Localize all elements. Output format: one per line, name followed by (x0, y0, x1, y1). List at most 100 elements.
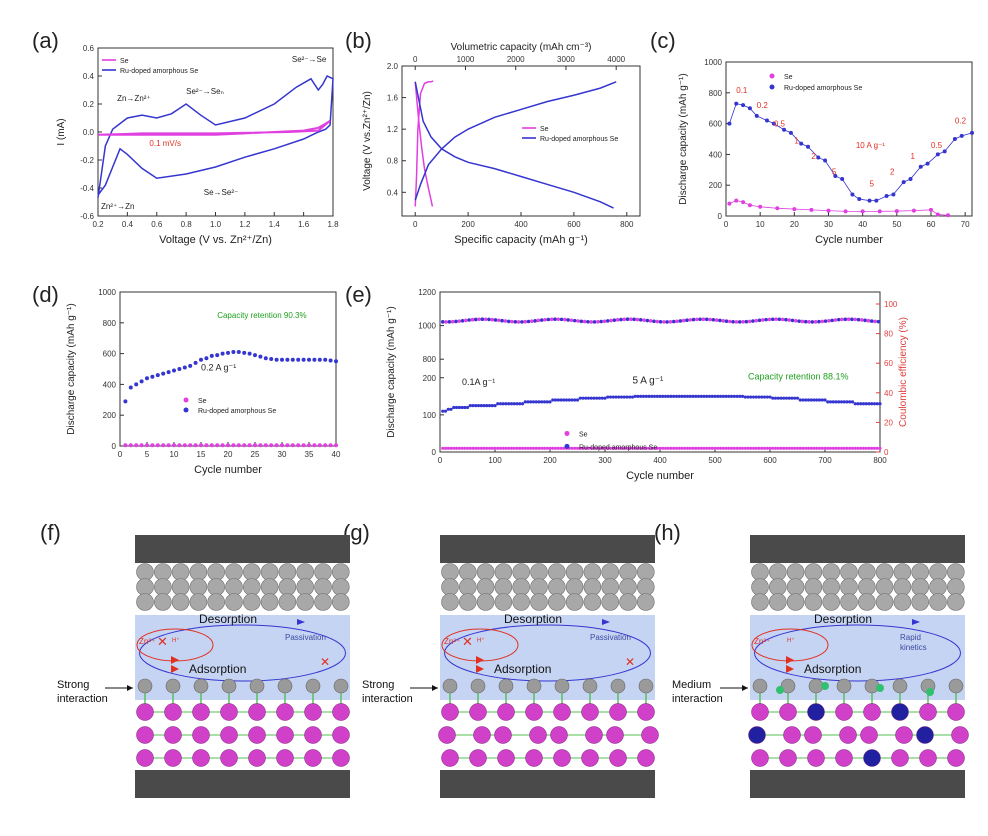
capacity-point-se (674, 446, 679, 450)
capacity-point-se (476, 446, 481, 450)
rate-label: 0.2 (757, 101, 769, 110)
zn-atom-top (786, 593, 805, 611)
x-axis-label: Specific capacity (mAh g⁻¹) (454, 234, 588, 246)
capacity-point-ru (619, 395, 624, 399)
capacity-point-se (449, 446, 453, 450)
capacity-point-ru (694, 394, 698, 398)
surface-atom (638, 678, 654, 694)
capacity-point-se (650, 446, 654, 450)
cycle-point-se (328, 443, 333, 448)
capacity-point-ru (454, 405, 459, 410)
capacity-point-ru (872, 402, 877, 406)
y-tick-label: 200 (709, 181, 723, 190)
zn-atom-top (171, 563, 190, 581)
x-tick-label: 1.2 (239, 220, 251, 229)
capacity-point-se (721, 446, 725, 450)
rate-label: 1 (794, 137, 799, 146)
capacity-point-ru (776, 396, 780, 400)
capacity-point-ru (644, 394, 648, 398)
capacity-point-se (556, 446, 560, 450)
ce-point (457, 319, 462, 323)
legend-se-label: Se (784, 74, 793, 81)
ce-point (714, 318, 719, 322)
se-atom (609, 749, 627, 767)
x-tick-label: 10 (756, 220, 765, 229)
y-tick-label: 200 (103, 411, 117, 420)
y-tick-label: 1.2 (387, 125, 399, 134)
cycle-point-se (226, 443, 230, 448)
capacity-point-se (853, 446, 857, 450)
capacity-point-se (526, 446, 530, 450)
ce-point (477, 317, 481, 322)
se-atom (529, 726, 547, 744)
se-atom (248, 726, 266, 744)
capacity-point-se (614, 446, 618, 450)
cycle-point-ru (290, 357, 295, 362)
rate-line-ru (729, 103, 973, 202)
x-tick-label: 200 (461, 220, 475, 229)
rate-point-se (946, 213, 951, 218)
capacity-point-se (482, 446, 486, 450)
capacity-point-se (611, 446, 615, 450)
ce-point (685, 318, 689, 323)
se-atom (751, 749, 769, 767)
panel-label-d: (d) (32, 282, 59, 307)
surface-atom (836, 678, 852, 694)
x-tick-label: 100 (488, 456, 502, 465)
h-plus-label: H⁺ (787, 637, 795, 644)
gcd-curve-ru (414, 81, 614, 209)
zn-atom-top (243, 563, 261, 581)
capacity-point-se (584, 446, 588, 450)
ce-point (780, 317, 785, 322)
capacity-point-ru (479, 404, 483, 408)
capacity-point-se (501, 446, 505, 450)
ce-point (767, 317, 772, 322)
zn-atom-top (583, 563, 602, 581)
panel-label-e: (e) (345, 282, 372, 307)
capacity-point-ru (845, 400, 849, 404)
capacity-point-se (727, 446, 731, 450)
capacity-point-ru (507, 402, 511, 406)
capacity-point-ru (688, 394, 692, 398)
y-tick-label: 800 (709, 89, 723, 98)
capacity-point-se (597, 446, 602, 450)
capacity-point-se (628, 446, 632, 450)
capacity-point-ru (875, 402, 879, 406)
se-atom (438, 726, 456, 744)
zn-atom-top (459, 578, 477, 596)
capacity-point-se (856, 446, 860, 450)
ce-point (774, 317, 778, 322)
capacity-point-ru (820, 398, 824, 402)
capacity-point-se (630, 446, 635, 450)
se-atom (525, 703, 543, 721)
cycle-point-se (150, 443, 155, 448)
ce-point (450, 319, 455, 324)
cycle-point-se (193, 443, 198, 448)
ce-point (658, 319, 663, 324)
capacity-point-se (776, 446, 780, 450)
capacity-point-se (757, 446, 761, 450)
ce-point (698, 317, 702, 322)
zn-atom-top (136, 563, 154, 581)
capacity-point-ru (765, 395, 769, 399)
zn-atom-top (548, 563, 566, 581)
capacity-point-se (685, 446, 690, 450)
se-atom (220, 726, 238, 744)
cycle-point-se (161, 443, 166, 448)
surface-atom (442, 678, 458, 694)
zn-atom-top (840, 578, 858, 596)
se-atom (441, 749, 459, 767)
cycle-point-ru (220, 351, 225, 356)
y2-tick-label: 0 (884, 448, 889, 457)
cv-curve-ru-doped (97, 75, 334, 198)
y2-tick-label: 40 (884, 389, 893, 398)
zn-atom-top (494, 563, 513, 581)
se-atom (164, 726, 182, 744)
ce-point (638, 318, 643, 322)
capacity-point-se (639, 446, 643, 450)
zn-atom-top (225, 578, 243, 596)
panel-label-b: (b) (345, 28, 372, 53)
ce-point (490, 317, 495, 322)
capacity-point-ru (655, 394, 659, 398)
